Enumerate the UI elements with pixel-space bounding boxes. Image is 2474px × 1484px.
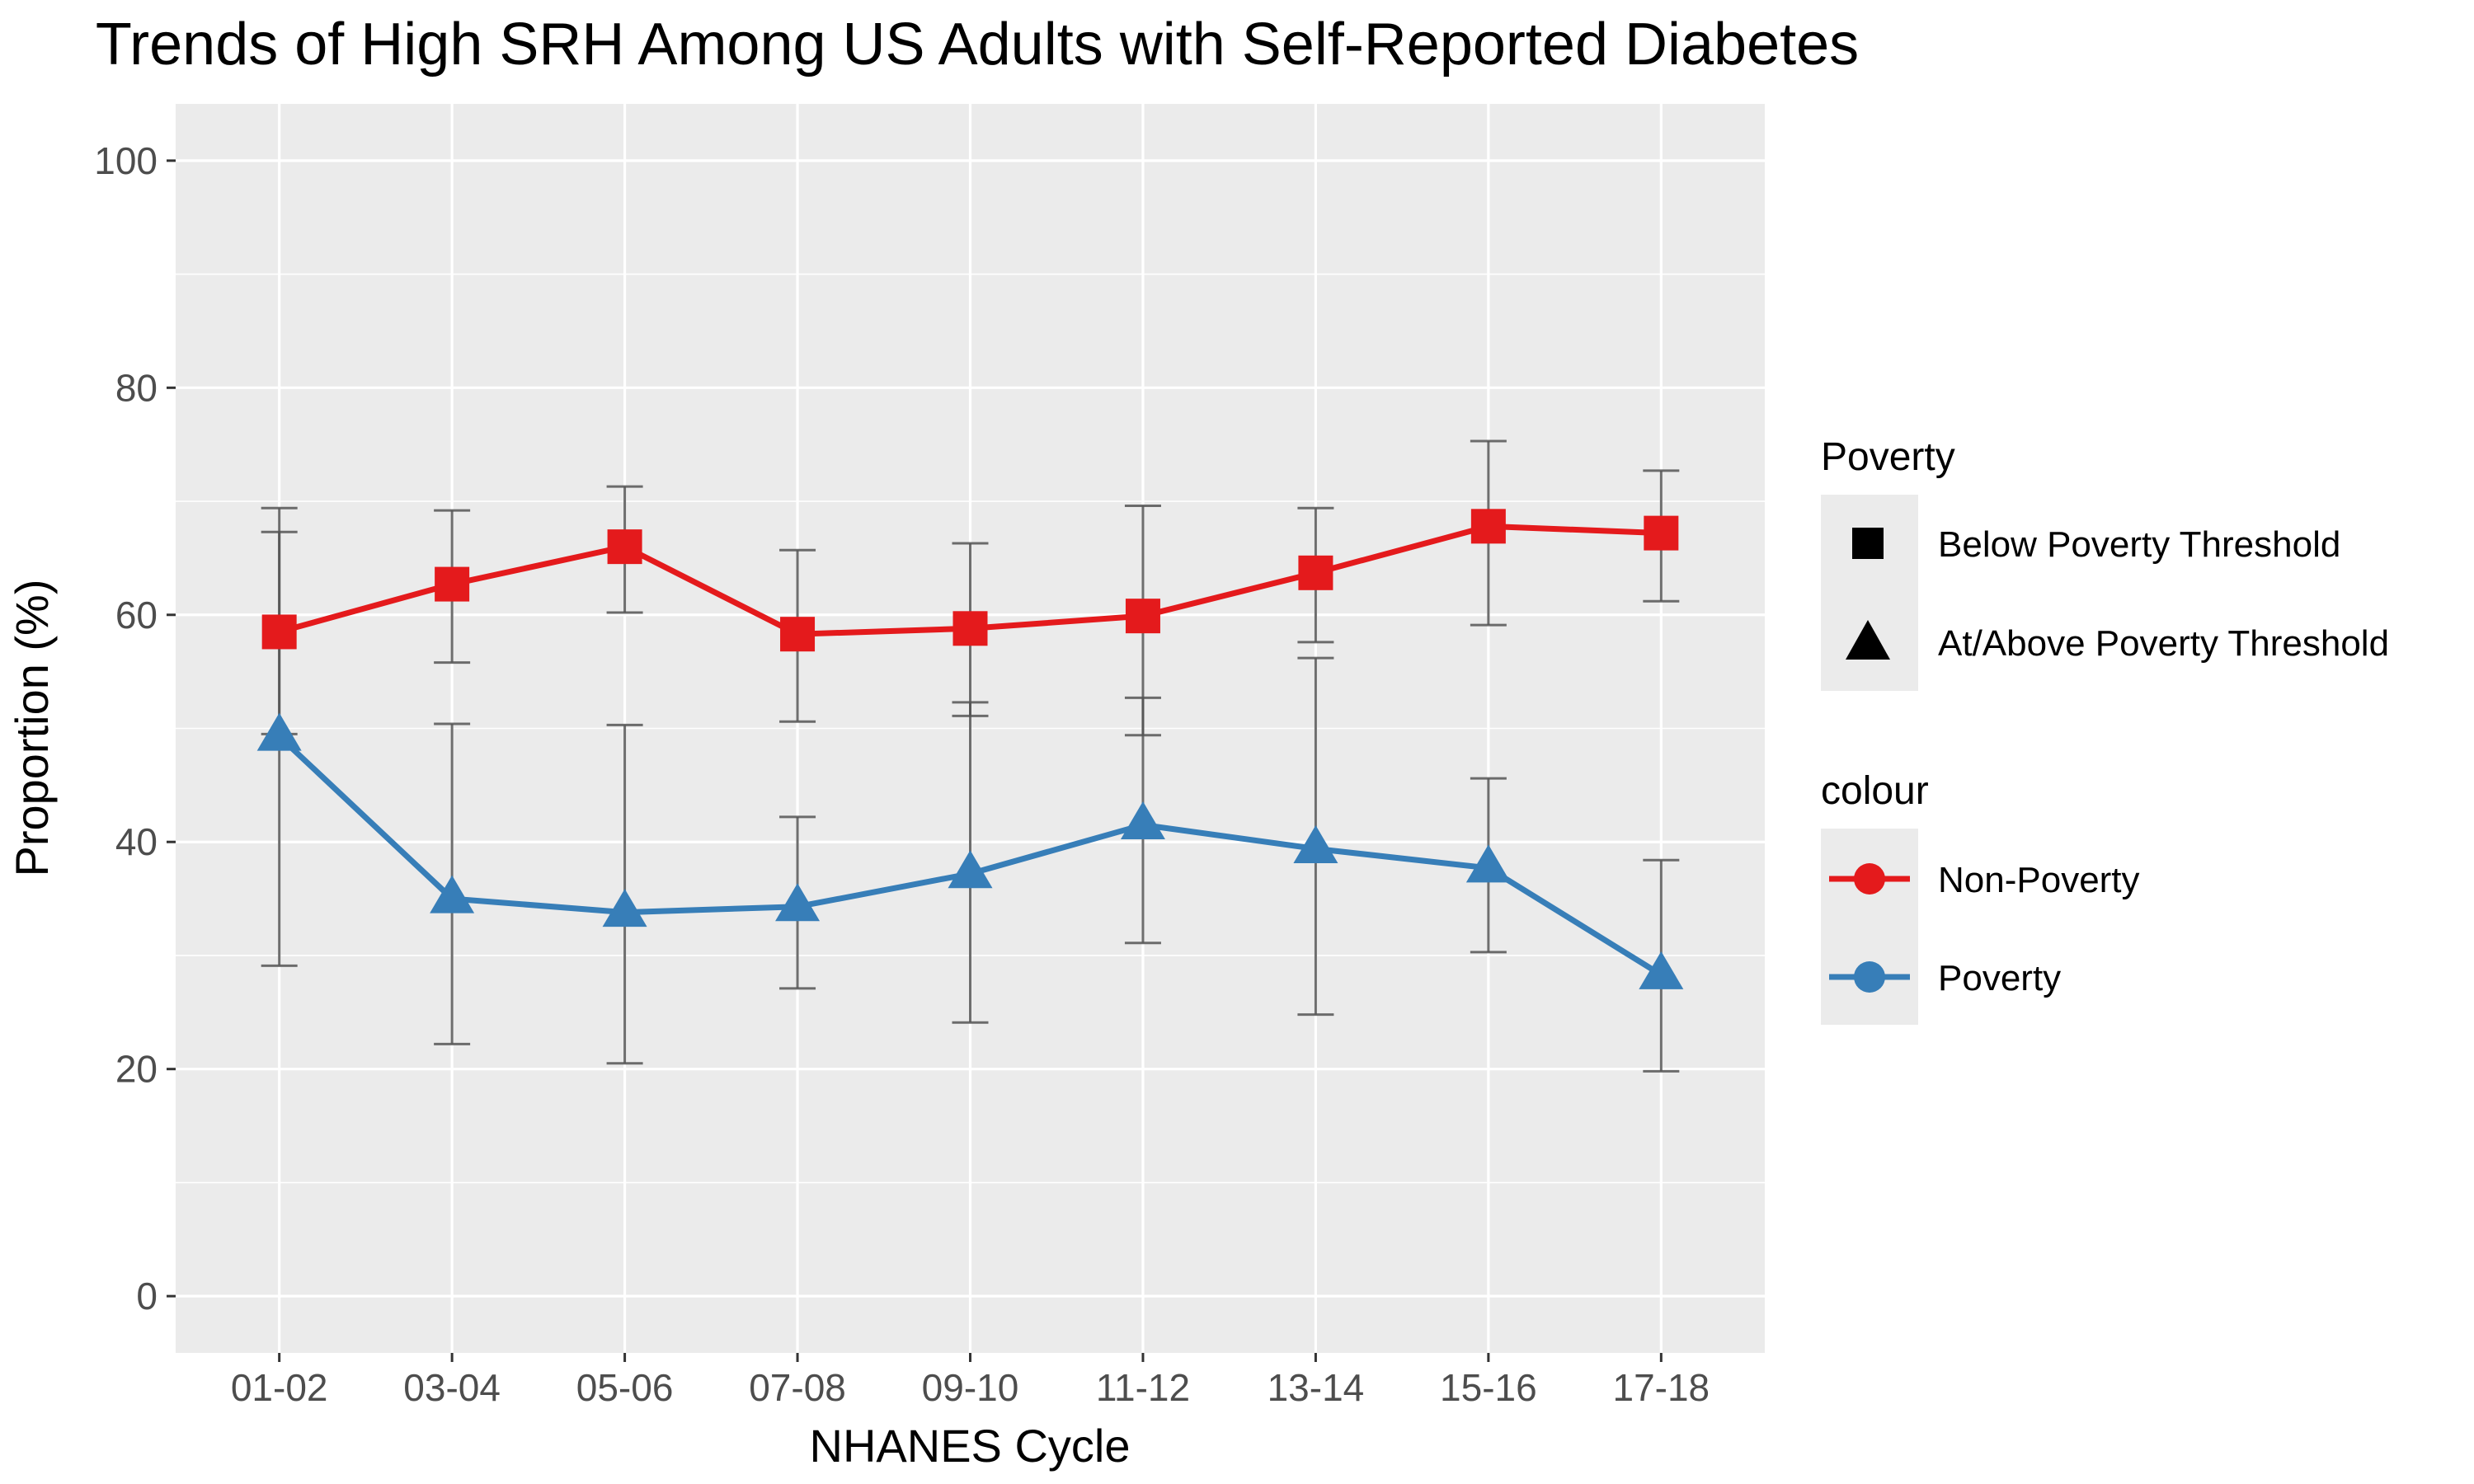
y-tick-label: 60 — [115, 594, 158, 636]
x-tick-label: 07-08 — [749, 1366, 846, 1409]
legend-shape: Poverty Below Poverty Threshold At/Above… — [1821, 435, 2389, 691]
data-point — [602, 889, 647, 928]
legend-label-poverty: Poverty — [1938, 958, 2061, 998]
data-point — [775, 883, 821, 922]
y-tick-label: 20 — [115, 1048, 158, 1091]
legend-key-bg — [1821, 495, 1918, 691]
y-axis-ticks: 0 20 40 60 80 100 — [94, 139, 176, 1317]
y-tick-label: 100 — [94, 139, 158, 182]
legend-label-above-poverty: At/Above Poverty Threshold — [1938, 623, 2389, 664]
legend-colour: colour Non-Poverty Poverty — [1821, 769, 2140, 1025]
legend-triangle-icon — [1846, 620, 1890, 660]
x-tick-label: 13-14 — [1268, 1366, 1365, 1409]
data-point — [261, 614, 297, 650]
legend-key-bg — [1821, 829, 1918, 1025]
legend-square-icon — [1852, 528, 1884, 559]
data-point — [948, 850, 993, 889]
y-tick-label: 80 — [115, 366, 158, 409]
chart-title: Trends of High SRH Among US Adults with … — [96, 12, 1859, 77]
x-tick-label: 03-04 — [403, 1366, 501, 1409]
data-point — [1120, 801, 1165, 840]
x-tick-label: 01-02 — [231, 1366, 328, 1409]
data-point — [1644, 515, 1679, 551]
data-point — [1465, 844, 1511, 883]
series-markers — [256, 509, 1684, 989]
data-point — [1298, 555, 1333, 590]
data-point — [780, 617, 816, 652]
data-point — [607, 529, 642, 565]
x-axis-ticks: 01-02 03-04 05-06 07-08 09-10 11-12 13-14 15-16… — [231, 1353, 1710, 1409]
x-axis-title: NHANES Cycle — [810, 1420, 1131, 1472]
y-axis-title: Proportion (%) — [6, 579, 58, 876]
legend-dot-non-poverty — [1854, 863, 1885, 895]
legend-label-non-poverty: Non-Poverty — [1938, 860, 2140, 900]
y-tick-label: 0 — [136, 1275, 158, 1317]
legend-dot-poverty — [1854, 961, 1885, 993]
legend-shape-title: Poverty — [1821, 435, 1955, 479]
data-point — [1470, 509, 1506, 544]
x-tick-label: 17-18 — [1612, 1366, 1710, 1409]
data-point — [952, 611, 988, 646]
x-tick-label: 09-10 — [922, 1366, 1019, 1409]
data-point — [1125, 599, 1160, 634]
data-point — [430, 875, 475, 913]
data-point — [435, 566, 470, 602]
data-point — [1293, 824, 1338, 863]
grid-major — [176, 104, 1765, 1353]
legend-label-below-poverty: Below Poverty Threshold — [1938, 524, 2340, 565]
data-point — [1639, 951, 1684, 989]
x-tick-label: 05-06 — [576, 1366, 674, 1409]
legend-colour-title: colour — [1821, 769, 1929, 813]
x-tick-label: 15-16 — [1440, 1366, 1537, 1409]
data-point — [256, 712, 302, 751]
x-tick-label: 11-12 — [1096, 1366, 1190, 1409]
y-tick-label: 40 — [115, 820, 158, 863]
